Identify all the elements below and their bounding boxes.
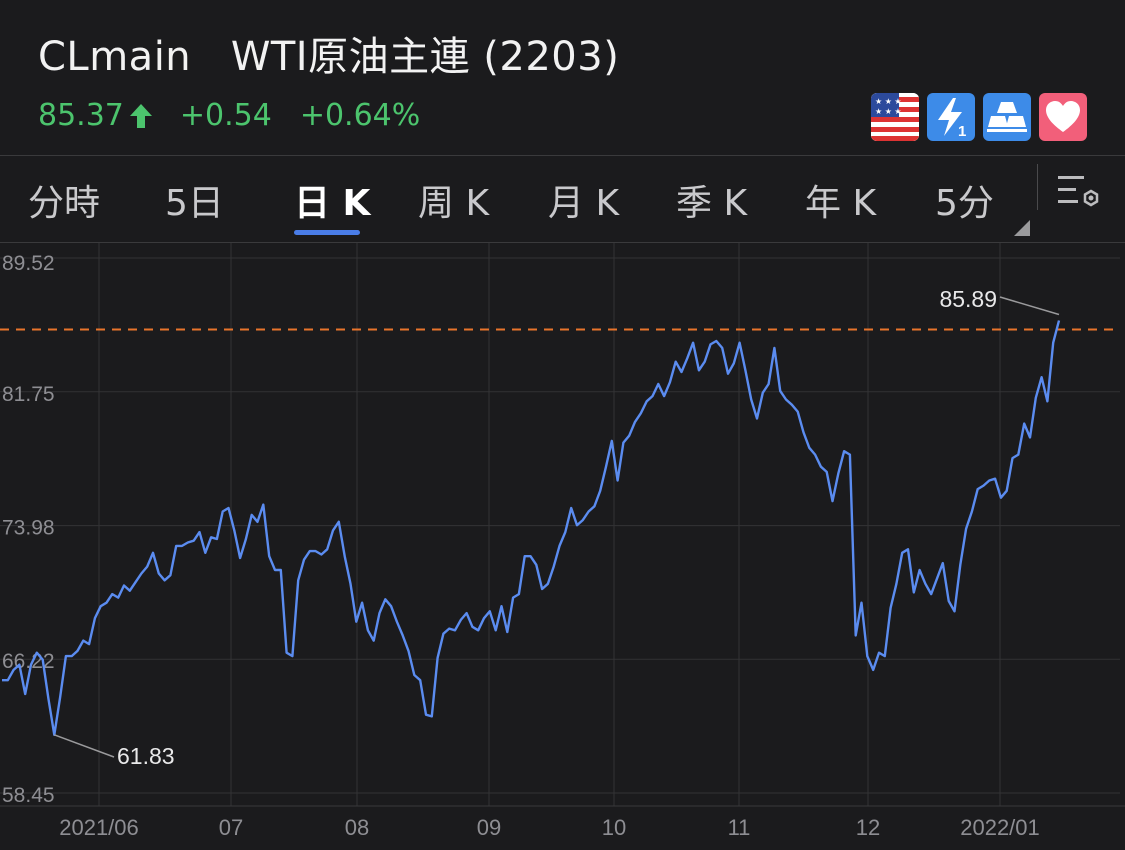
x-tick-label: 11 [728, 815, 751, 840]
symbol: CLmain [38, 34, 192, 80]
y-tick-label: 89.52 [2, 252, 55, 275]
x-tick-label: 2022/01 [960, 815, 1040, 840]
max-annotation-leader [999, 296, 1060, 316]
divider [0, 242, 1125, 243]
us-flag-icon[interactable]: ★ ★ ★ ★ ★ ★ [871, 93, 919, 141]
x-tick-label: 2021/06 [59, 815, 139, 840]
svg-text:1: 1 [958, 123, 966, 140]
y-tick-label: 58.45 [2, 784, 55, 807]
last-price: 85.37 [38, 98, 124, 133]
x-tick-label: 09 [477, 815, 501, 840]
tab-5day[interactable]: 5日 [165, 183, 224, 224]
tab-daily-k[interactable]: 日 K [294, 183, 371, 224]
up-arrow-icon [128, 101, 154, 131]
tab-quarterly-k[interactable]: 季 K [676, 183, 748, 224]
quote-row: 85.37 +0.54 +0.64% [38, 98, 420, 133]
active-tab-indicator [294, 230, 360, 235]
y-tick-label: 81.75 [2, 383, 55, 406]
tab-5min[interactable]: 5分 [935, 183, 994, 224]
x-tick-label: 07 [219, 815, 243, 840]
tab-intraday[interactable]: 分時 [28, 183, 101, 224]
heart-favorite-icon[interactable] [1039, 93, 1087, 141]
x-tick-label: 08 [345, 815, 369, 840]
tab-yearly-k[interactable]: 年 K [805, 183, 877, 224]
price-change: +0.54 [179, 98, 272, 133]
min-value-label: 61.83 [117, 743, 175, 769]
min-annotation-leader [54, 734, 115, 758]
y-tick-label: 66.22 [2, 650, 55, 673]
tab-weekly-k[interactable]: 周 K [418, 183, 490, 224]
x-tick-label: 10 [602, 815, 626, 840]
tab-separator [1037, 164, 1038, 210]
svg-text:★ ★ ★: ★ ★ ★ [875, 107, 902, 116]
badge-group: ★ ★ ★ ★ ★ ★ 1 [871, 93, 1087, 141]
max-value-label: 85.89 [939, 286, 997, 312]
lightning-level1-icon[interactable]: 1 [927, 93, 975, 141]
price-change-percent: +0.64% [299, 98, 421, 133]
price-series-line [2, 320, 1061, 736]
svg-text:★ ★ ★: ★ ★ ★ [875, 97, 902, 106]
instrument-name: WTI原油主連 (2203) [230, 34, 620, 80]
y-tick-label: 73.98 [2, 517, 55, 540]
gold-bars-icon[interactable] [983, 93, 1031, 141]
instrument-title: CLmain WTI原油主連 (2203) [38, 24, 619, 82]
dropdown-corner-icon[interactable] [1014, 220, 1030, 236]
period-tabs: 分時 5日 日 K 周 K 月 K 季 K 年 K 5分 [0, 156, 1125, 242]
tab-monthly-k[interactable]: 月 K [548, 183, 620, 224]
x-tick-label: 12 [856, 815, 880, 840]
divider [0, 155, 1125, 156]
chart-settings-icon[interactable] [1056, 170, 1102, 214]
